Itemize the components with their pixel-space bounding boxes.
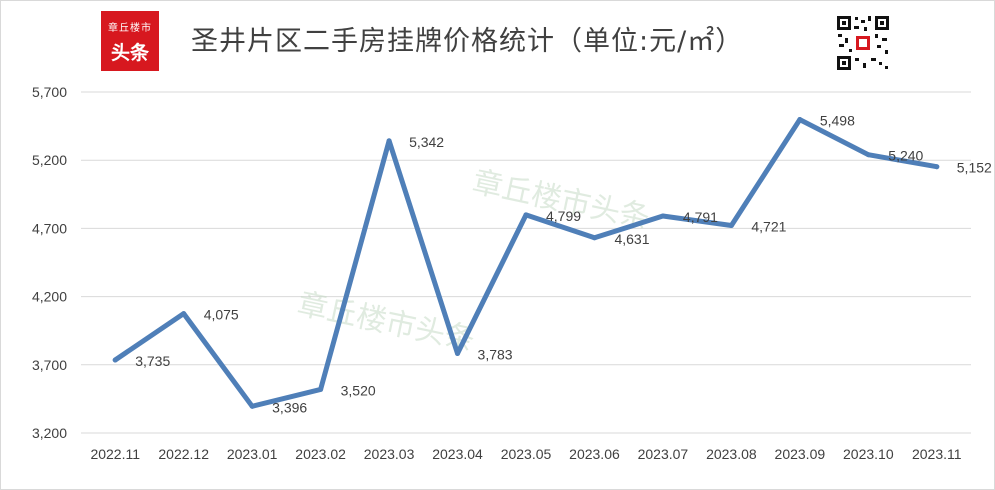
data-point xyxy=(934,164,940,170)
data-point xyxy=(728,223,734,229)
brand-logo: 章丘楼市 头条 xyxy=(101,11,159,71)
x-tick-label: 2023.02 xyxy=(295,446,346,462)
x-tick-label: 2023.07 xyxy=(638,446,689,462)
data-point xyxy=(865,152,871,158)
data-point xyxy=(455,350,461,356)
data-label: 5,342 xyxy=(409,134,444,150)
data-label: 3,783 xyxy=(478,346,513,362)
data-label: 4,631 xyxy=(614,231,649,247)
data-label: 4,791 xyxy=(683,209,718,225)
x-tick-label: 2023.09 xyxy=(775,446,826,462)
data-point xyxy=(797,117,803,123)
data-label: 3,396 xyxy=(272,399,307,415)
data-point xyxy=(660,213,666,219)
data-label: 4,721 xyxy=(751,219,786,235)
x-tick-label: 2022.12 xyxy=(158,446,209,462)
logo-text-bottom: 头条 xyxy=(110,42,149,64)
data-label: 5,240 xyxy=(888,148,923,164)
data-label: 5,152 xyxy=(957,160,992,176)
x-tick-label: 2023.04 xyxy=(432,446,483,462)
data-point xyxy=(386,138,392,144)
data-point xyxy=(249,403,255,409)
data-point xyxy=(523,212,529,218)
y-tick-label: 3,200 xyxy=(32,425,67,441)
x-tick-label: 2022.11 xyxy=(90,446,140,462)
data-point xyxy=(591,235,597,241)
data-point xyxy=(112,357,118,363)
data-label: 4,075 xyxy=(204,307,239,323)
x-tick-label: 2023.03 xyxy=(364,446,415,462)
x-tick-label: 2023.05 xyxy=(501,446,552,462)
y-tick-label: 3,700 xyxy=(32,357,67,373)
y-tick-label: 5,200 xyxy=(32,152,67,168)
watermark-text: 章丘楼市头条 xyxy=(294,287,477,359)
x-tick-label: 2023.06 xyxy=(569,446,620,462)
x-tick-label: 2023.10 xyxy=(843,446,894,462)
data-label: 5,498 xyxy=(820,113,855,129)
y-tick-label: 4,700 xyxy=(32,220,67,236)
data-label: 3,520 xyxy=(341,382,376,398)
data-label: 3,735 xyxy=(135,353,170,369)
y-tick-label: 4,200 xyxy=(32,289,67,305)
chart-title: 圣井片区二手房挂牌价格统计（单位:元/㎡） xyxy=(191,26,744,57)
data-point xyxy=(181,311,187,317)
data-label: 4,799 xyxy=(546,208,581,224)
qr-code-icon xyxy=(835,14,891,72)
data-point xyxy=(318,386,324,392)
y-tick-label: 5,700 xyxy=(32,84,67,100)
series-line xyxy=(112,117,940,409)
x-tick-label: 2023.01 xyxy=(227,446,278,462)
x-tick-label: 2023.11 xyxy=(912,446,962,462)
logo-text-top: 章丘楼市 xyxy=(108,23,152,34)
x-tick-label: 2023.08 xyxy=(706,446,757,462)
